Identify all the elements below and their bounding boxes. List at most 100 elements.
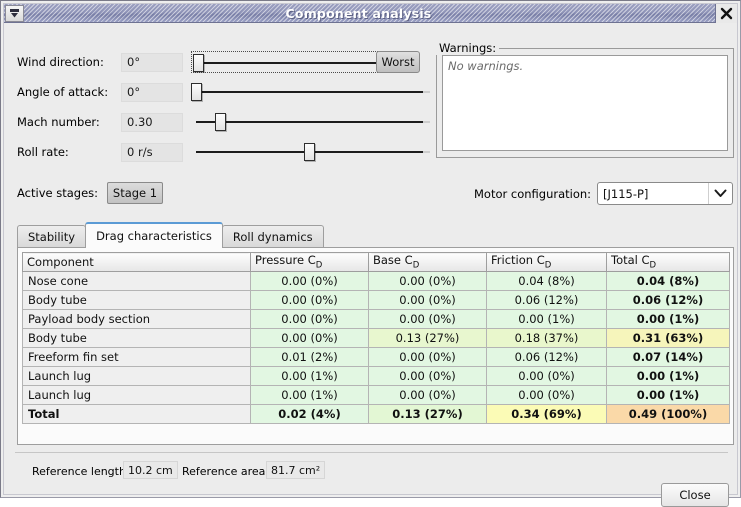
warnings-text: No warnings.: [448, 59, 524, 73]
motor-configuration-label: Motor configuration:: [474, 187, 592, 201]
reference-length-label: Reference length:: [32, 465, 130, 478]
table-row[interactable]: Launch lug 0.00 (1%) 0.00 (0%) 0.00 (0%) 0.0…: [22, 385, 730, 405]
slider-thumb[interactable]: [215, 113, 226, 131]
cell-component-name: Nose cone: [22, 271, 251, 291]
cell-base-cd: 0.13 (27%): [368, 328, 487, 348]
warnings-group: [436, 48, 734, 158]
table-row[interactable]: Freeform fin set 0.01 (2%) 0.00 (0%) 0.06 (…: [22, 347, 730, 367]
slider-mach-number[interactable]: [191, 111, 431, 133]
cell-base-cd: 0.00 (0%): [368, 271, 487, 291]
cell-component-name: Payload body section: [22, 309, 251, 329]
column-header-label: Base C: [373, 253, 413, 268]
cell-friction-cd: 0.00 (0%): [486, 385, 607, 405]
cell-pressure-cd: 0.00 (1%): [250, 366, 369, 386]
dialog-content: Wind direction: 0° Angle of attack: 0°: [5, 24, 736, 507]
table-row[interactable]: Launch lug 0.00 (1%) 0.00 (0%) 0.00 (0%) 0.0…: [22, 366, 730, 386]
cell-total-cd: 0.49 (100%): [606, 404, 730, 424]
warnings-box[interactable]: No warnings.: [442, 55, 728, 151]
column-header-subscript: D: [544, 260, 552, 271]
slider-thumb[interactable]: [304, 143, 315, 161]
cell-base-cd: 0.00 (0%): [368, 366, 487, 386]
slider-roll-rate[interactable]: [191, 141, 431, 163]
stage-1-button[interactable]: Stage 1: [107, 182, 163, 204]
cell-base-cd: 0.00 (0%): [368, 385, 487, 405]
cell-friction-cd: 0.06 (12%): [486, 290, 607, 310]
column-header-friction-cd[interactable]: Friction CD: [486, 252, 607, 272]
cell-component-name: Freeform fin set: [22, 347, 251, 367]
table-row[interactable]: Nose cone 0.00 (0%) 0.00 (0%) 0.04 (8%) 0.04…: [22, 271, 730, 291]
cell-friction-cd: 0.06 (12%): [486, 347, 607, 367]
table-total-row[interactable]: Total 0.02 (4%) 0.13 (27%) 0.34 (69%) 0.49 (…: [22, 404, 730, 424]
title-bar[interactable]: Component analysis: [4, 3, 737, 23]
cell-total-cd: 0.00 (1%): [606, 366, 730, 386]
cell-component-name: Body tube: [22, 328, 251, 348]
cell-component-name: Launch lug: [22, 366, 251, 386]
cell-friction-cd: 0.18 (37%): [486, 328, 607, 348]
warnings-legend: Warnings:: [436, 41, 500, 55]
cell-pressure-cd: 0.00 (0%): [250, 328, 369, 348]
tab-roll-dynamics[interactable]: Roll dynamics: [221, 225, 324, 248]
cell-friction-cd: 0.34 (69%): [486, 404, 607, 424]
tab-drag-characteristics[interactable]: Drag characteristics: [85, 222, 223, 248]
column-header-pressure-cd[interactable]: Pressure CD: [250, 252, 369, 272]
motor-configuration-select[interactable]: [J115-P]: [597, 182, 733, 205]
column-header-base-cd[interactable]: Base CD: [368, 252, 487, 272]
window-inner-frame: Component analysis Wind direction: 0°: [3, 3, 738, 507]
cell-component-name: Launch lug: [22, 385, 251, 405]
cell-friction-cd: 0.00 (1%): [486, 309, 607, 329]
table-row[interactable]: Body tube 0.00 (0%) 0.13 (27%) 0.18 (37%) 0.…: [22, 328, 730, 348]
cell-friction-cd: 0.04 (8%): [486, 271, 607, 291]
cell-friction-cd: 0.00 (0%): [486, 366, 607, 386]
cell-total-cd: 0.31 (63%): [606, 328, 730, 348]
cell-base-cd: 0.00 (0%): [368, 309, 487, 329]
param-row-wind-direction: Wind direction: 0°: [17, 51, 390, 73]
table-row[interactable]: Body tube 0.00 (0%) 0.00 (0%) 0.06 (12%) 0.0…: [22, 290, 730, 310]
slider-track-remainder: [423, 121, 430, 123]
active-stages-label: Active stages:: [17, 186, 99, 200]
slider-thumb[interactable]: [191, 83, 202, 101]
cell-total-cd: 0.04 (8%): [606, 271, 730, 291]
column-header-component[interactable]: Component: [22, 252, 251, 272]
table-row[interactable]: Payload body section 0.00 (0%) 0.00 (0%) 0.…: [22, 309, 730, 329]
column-header-label: Component: [27, 255, 94, 269]
motor-configuration-value: [J115-P]: [603, 186, 649, 201]
cell-component-name: Body tube: [22, 290, 251, 310]
slider-track: [196, 121, 423, 123]
param-label-wind-direction: Wind direction:: [17, 55, 104, 69]
cell-base-cd: 0.13 (27%): [368, 404, 487, 424]
column-header-total-cd[interactable]: Total CD: [606, 252, 730, 272]
close-icon[interactable]: [715, 3, 737, 23]
chevron-down-icon[interactable]: [708, 183, 732, 204]
page-title: Component analysis: [285, 5, 432, 21]
cell-pressure-cd: 0.01 (2%): [250, 347, 369, 367]
slider-track-remainder: [423, 91, 430, 93]
reference-length-value: 10.2 cm: [123, 461, 178, 479]
column-header-label: Pressure C: [255, 253, 316, 268]
column-header-subscript: D: [315, 260, 323, 271]
worst-button[interactable]: Worst: [376, 51, 420, 73]
close-button[interactable]: Close: [661, 483, 729, 507]
tab-stability[interactable]: Stability: [17, 225, 87, 248]
param-value-mach-number: 0.30: [121, 112, 183, 132]
slider-track: [194, 62, 380, 64]
tab-bar: Stability Drag characteristics Roll dyna…: [17, 222, 324, 248]
slider-wind-direction[interactable]: [191, 51, 390, 73]
param-label-roll-rate: Roll rate:: [17, 145, 69, 159]
reference-separator: [15, 452, 728, 453]
cell-pressure-cd: 0.00 (0%): [250, 271, 369, 291]
slider-track-remainder: [423, 151, 430, 153]
drag-characteristics-panel: Component Pressure CD Base CD Friction C…: [17, 247, 734, 445]
slider-angle-of-attack[interactable]: [191, 81, 431, 103]
table-header-row: Component Pressure CD Base CD Friction C…: [22, 252, 730, 272]
reference-area-value: 81.7 cm²: [266, 461, 326, 479]
param-row-mach-number: Mach number: 0.30: [17, 111, 431, 133]
column-header-subscript: D: [649, 260, 657, 271]
drag-characteristics-table: Component Pressure CD Base CD Friction C…: [22, 252, 730, 424]
cell-pressure-cd: 0.00 (0%): [250, 309, 369, 329]
window-menu-icon[interactable]: [5, 4, 24, 22]
cell-pressure-cd: 0.00 (0%): [250, 290, 369, 310]
slider-thumb[interactable]: [193, 54, 204, 72]
cell-base-cd: 0.00 (0%): [368, 347, 487, 367]
cell-component-name: Total: [22, 404, 251, 424]
